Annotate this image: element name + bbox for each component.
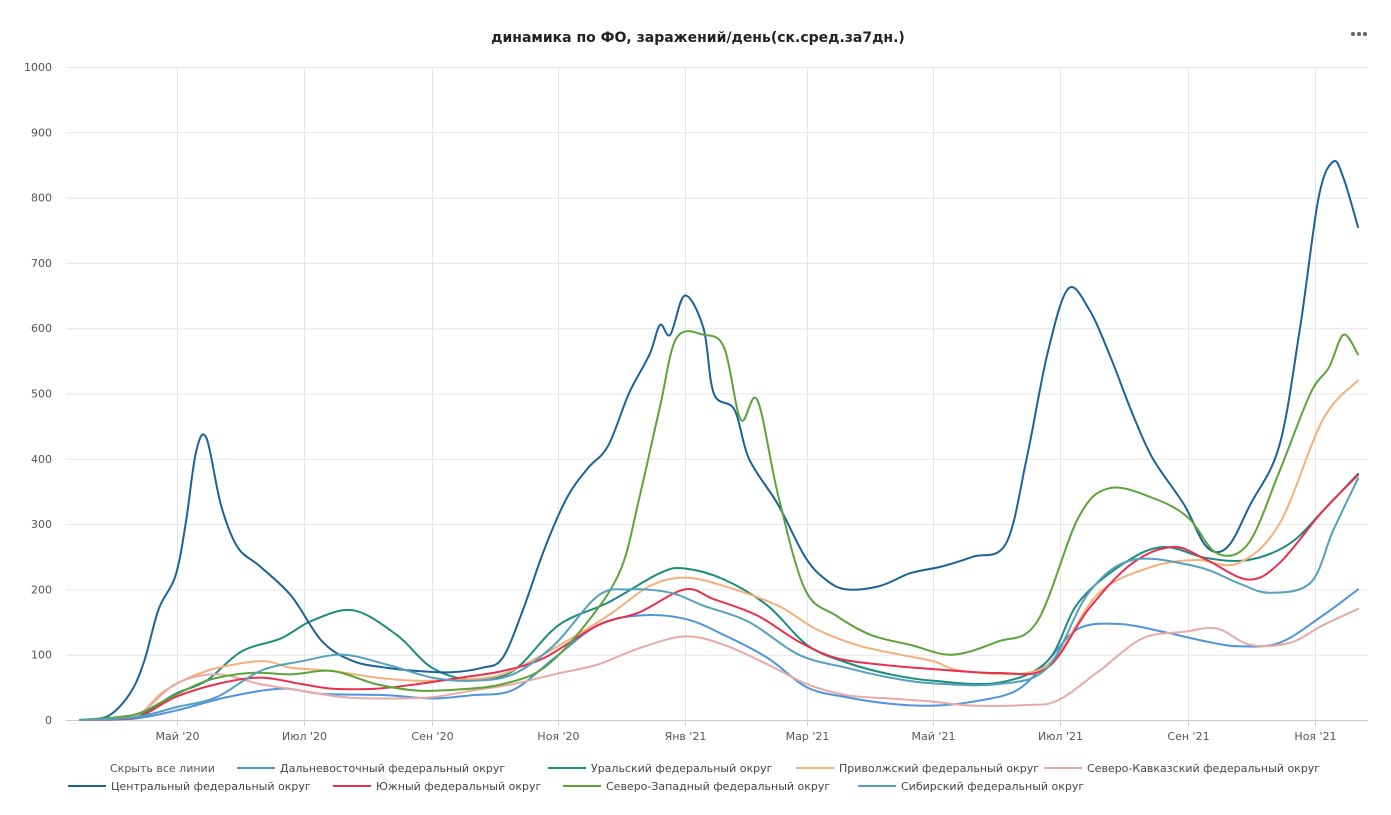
legend: Скрыть все линии Дальневосточный федераль… [68, 762, 1320, 793]
legend-label: Сибирский федеральный округ [901, 780, 1084, 793]
legend-item[interactable]: Дальневосточный федеральный округ [237, 762, 505, 775]
series-line[interactable] [79, 477, 1359, 721]
y-tick-label: 0 [45, 714, 52, 727]
legend-label: Северо-Западный федеральный округ [606, 780, 830, 793]
y-tick-label: 500 [31, 388, 52, 401]
x-tick-label: Июл '20 [282, 730, 327, 743]
menu-dot-icon [1363, 32, 1367, 36]
series-line[interactable] [79, 472, 1359, 721]
series-line[interactable] [79, 608, 1359, 721]
y-tick-label: 800 [31, 192, 52, 205]
y-tick-label: 100 [31, 649, 52, 662]
x-tick-label: Май '20 [156, 730, 200, 743]
legend-item[interactable]: Южный федеральный округ [333, 780, 541, 793]
series-line[interactable] [79, 379, 1359, 721]
x-tick-label: Янв '21 [665, 730, 707, 743]
legend-item[interactable]: Северо-Кавказский федеральный округ [1044, 762, 1320, 775]
menu-dot-icon [1351, 32, 1355, 36]
menu-dot-icon [1357, 32, 1361, 36]
legend-label: Южный федеральный округ [376, 780, 541, 793]
x-tick-label: Сен '21 [1167, 730, 1209, 743]
axes: 0 100 200 300 400 500 600 700 800 900 1000 Май '20 И… [24, 61, 1368, 743]
series-line[interactable] [79, 160, 1359, 721]
legend-label: Центральный федеральный округ [111, 780, 311, 793]
y-tick-label: 900 [31, 126, 52, 139]
legend-item[interactable]: Приволжский федеральный округ [796, 762, 1039, 775]
x-tick-label: Ноя '21 [1294, 730, 1336, 743]
hide-all-lines-button[interactable]: Скрыть все линии [110, 762, 215, 775]
series-line[interactable] [79, 330, 1359, 721]
y-tick-label: 400 [31, 453, 52, 466]
x-tick-label: Июл '21 [1038, 730, 1083, 743]
x-tick-label: Ноя '20 [537, 730, 579, 743]
legend-label: Уральский федеральный округ [591, 762, 773, 775]
x-tick-label: Май '21 [912, 730, 956, 743]
series-line[interactable] [79, 474, 1359, 721]
chart-menu-button[interactable] [1340, 22, 1380, 46]
x-tick-label: Мар '21 [786, 730, 830, 743]
y-tick-label: 1000 [24, 61, 52, 74]
legend-label: Приволжский федеральный округ [839, 762, 1039, 775]
chart-title: динамика по ФО, заражений/день(ск.сред.з… [491, 30, 905, 46]
grid [66, 67, 1368, 721]
y-tick-label: 700 [31, 257, 52, 270]
y-tick-label: 200 [31, 583, 52, 596]
x-tick-label: Сен '20 [411, 730, 453, 743]
series-lines [79, 160, 1359, 721]
legend-item[interactable]: Сибирский федеральный округ [858, 780, 1084, 793]
legend-label: Северо-Кавказский федеральный округ [1087, 762, 1320, 775]
y-tick-label: 600 [31, 322, 52, 335]
legend-item[interactable]: Уральский федеральный округ [548, 762, 773, 775]
legend-item[interactable]: Центральный федеральный округ [68, 780, 311, 793]
legend-label: Дальневосточный федеральный округ [280, 762, 505, 775]
y-tick-label: 300 [31, 518, 52, 531]
legend-item[interactable]: Северо-Западный федеральный округ [563, 780, 830, 793]
